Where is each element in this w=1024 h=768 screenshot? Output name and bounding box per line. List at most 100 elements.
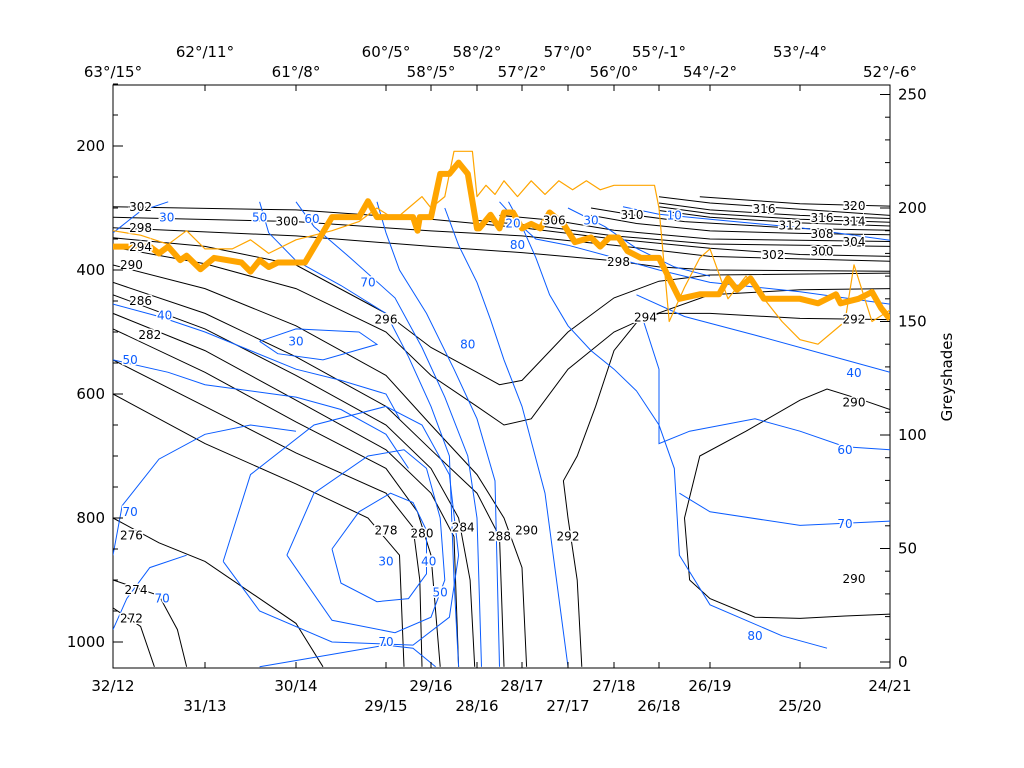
- rh-contour-70: [113, 424, 297, 556]
- theta-contour-label: 278: [375, 523, 398, 537]
- theta-contour-308: [590, 214, 890, 236]
- rh-contour-70: [376, 201, 500, 667]
- rh-contour-label: 50: [252, 210, 267, 224]
- rh-contour-label: 40: [846, 366, 861, 380]
- rh-contour-30: [259, 328, 379, 361]
- theta-contour-label: 304: [843, 235, 866, 249]
- rh-contour-60: [640, 313, 890, 451]
- top-tick-label: 62°/11°: [176, 43, 234, 61]
- rh-contour-label: 80: [460, 337, 475, 351]
- greyshade-thin-line: [113, 150, 890, 345]
- theta-contour-label: 320: [843, 199, 866, 213]
- top-tick-label: 58°/2°: [453, 43, 502, 61]
- theta-contour-label: 276: [120, 528, 143, 542]
- bottom-tick-label: 31/13: [183, 697, 226, 715]
- rh-contour-20: [499, 201, 890, 305]
- theta-contour-310: [590, 207, 890, 231]
- right-tick-label: 150: [898, 313, 927, 331]
- left-tick-label: 800: [76, 509, 105, 527]
- theta-contour-label: 298: [129, 221, 152, 235]
- rh-contour-30: [113, 201, 169, 234]
- rh-contour-label: 60: [837, 443, 852, 457]
- rh-contour-70: [113, 554, 187, 630]
- theta-contour-label: 294: [129, 240, 152, 254]
- theta-contour-274: [113, 579, 188, 667]
- plot-frame: [112, 84, 891, 669]
- rh-contour-10: [622, 206, 890, 241]
- theta-contour-label: 292: [557, 530, 580, 544]
- rh-contour-label: 20: [505, 217, 520, 231]
- theta-contour-label: 314: [843, 215, 866, 229]
- rh-contour-label: 30: [159, 210, 174, 224]
- bottom-tick-label: 25/20: [778, 697, 821, 715]
- theta-contour-label: 312: [779, 218, 802, 232]
- rh-contour-80: [444, 207, 569, 667]
- theta-contour-314: [658, 206, 890, 223]
- right-axis-title: Greyshades: [938, 332, 956, 421]
- rh-contour-label: 70: [837, 517, 852, 531]
- theta-contour-312: [658, 210, 890, 227]
- top-tick-label: 63°/15°: [84, 63, 142, 81]
- theta-contour-label: 306: [543, 213, 566, 227]
- rh-contour-label: 70: [360, 275, 375, 289]
- bottom-tick-label: 29/15: [364, 697, 407, 715]
- theta-contour-278: [113, 393, 405, 667]
- bottom-tick-label: 30/14: [274, 677, 317, 695]
- rh-contour-label: 30: [583, 213, 598, 227]
- left-tick-label: 600: [76, 385, 105, 403]
- rh-contour-label: 70: [378, 635, 393, 649]
- theta-contour-280: [113, 359, 423, 667]
- theta-contour-label: 308: [811, 227, 834, 241]
- bottom-tick-label: 26/19: [688, 677, 731, 695]
- theta-contour-306: [499, 214, 890, 242]
- theta-contour-label: 294: [634, 311, 657, 325]
- bottom-tick-label: 32/12: [91, 677, 134, 695]
- theta-contour-label: 316: [811, 211, 834, 225]
- rh-contour-label: 10: [667, 208, 682, 222]
- rh-contour-30: [331, 492, 427, 603]
- rh-contour-label: 30: [378, 554, 393, 568]
- greyshade-series: [113, 150, 890, 345]
- theta-contour-label: 300: [275, 215, 298, 229]
- theta-contour-label: 282: [138, 328, 161, 342]
- rh-contour-60: [295, 201, 482, 667]
- rh-contour-40: [113, 303, 400, 420]
- bottom-tick-label: 28/16: [455, 697, 498, 715]
- rh-contour-label: 40: [157, 308, 172, 322]
- rh-contour-label: 30: [288, 334, 303, 348]
- theta-contour-label: 288: [488, 530, 511, 544]
- top-tick-label: 58°/5°: [407, 63, 456, 81]
- theta-contour-290: [113, 264, 528, 667]
- theta-contour-316: [658, 202, 890, 219]
- rh-contour-label: 60: [304, 212, 319, 226]
- theta-contour-label: 286: [129, 294, 152, 308]
- left-tick-label: 1000: [67, 633, 105, 651]
- contour-labels: 320 316 316 314 312 310 308 306 304 302 302 300 300 2…: [118, 198, 867, 651]
- top-tick-label: 56°/0°: [590, 63, 639, 81]
- axes: 63°/15° 62°/11° 61°/8° 60°/5° 58°/5° 58°/2° 57…: [67, 43, 927, 715]
- theta-contour-286: [113, 294, 476, 667]
- theta-contour-label: 292: [843, 313, 866, 327]
- rh-contour-label: 70: [123, 505, 138, 519]
- top-tick-label: 61°/8°: [272, 63, 321, 81]
- rh-contour-label: 80: [747, 629, 762, 643]
- rh-contour-30: [567, 207, 711, 277]
- top-tick-label: 57°/2°: [498, 63, 547, 81]
- theta-contour-300: [113, 216, 890, 262]
- theta-contour-label: 302: [762, 248, 785, 262]
- theta-contour-272: [113, 607, 155, 667]
- theta-contour-276: [113, 517, 324, 668]
- theta-contour-284: [113, 312, 460, 667]
- theta-contour-label: 298: [607, 255, 630, 269]
- theta-contour-294: [113, 246, 890, 426]
- top-tick-label: 55°/-1°: [632, 43, 686, 61]
- rh-contour-50: [222, 405, 460, 646]
- theta-contour-label: 300: [811, 244, 834, 258]
- theta-contour-316: [658, 196, 890, 216]
- theta-contour-label: 316: [753, 202, 776, 216]
- bottom-tick-label: 24/21: [868, 677, 911, 695]
- bottom-tick-label: 29/16: [409, 677, 452, 695]
- theta-contour-label: 302: [129, 200, 152, 214]
- theta-contour-320: [699, 196, 890, 207]
